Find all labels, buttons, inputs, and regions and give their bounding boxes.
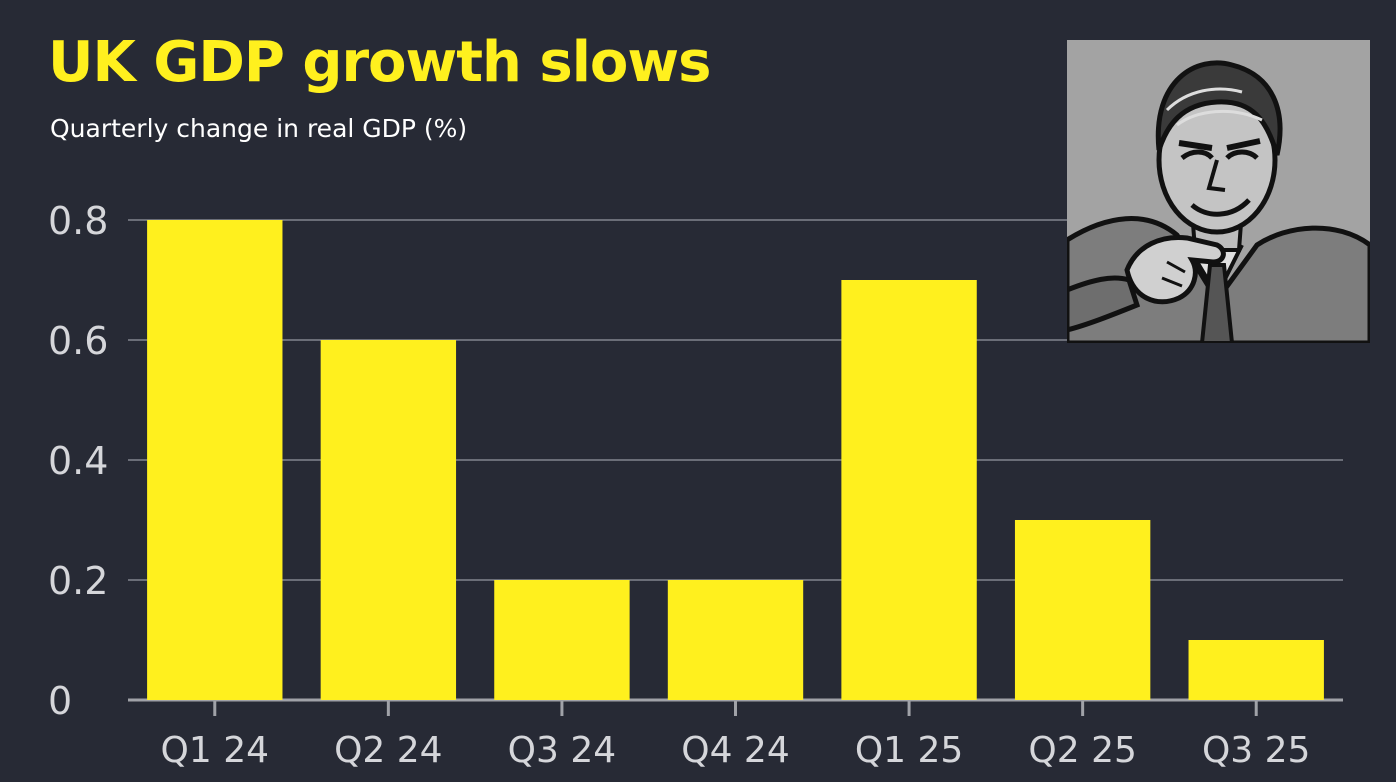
bar xyxy=(494,580,630,700)
bar xyxy=(1014,520,1151,700)
y-tick-label: 0.4 xyxy=(48,439,108,483)
x-tick-label: Q1 24 xyxy=(161,730,270,771)
x-tick-label: Q3 25 xyxy=(1202,730,1311,771)
x-tick-label: Q1 25 xyxy=(855,730,964,771)
y-tick-label: 0 xyxy=(48,679,72,723)
x-tick-label: Q2 24 xyxy=(334,730,443,771)
x-tick-label: Q4 24 xyxy=(681,730,790,771)
bar xyxy=(147,220,283,700)
chart-subtitle: Quarterly change in real GDP (%) xyxy=(50,114,468,143)
y-tick-label: 0.8 xyxy=(48,199,108,243)
chart-title: UK GDP growth slows xyxy=(48,30,711,95)
bar xyxy=(320,340,457,700)
bar xyxy=(1188,640,1324,700)
y-tick-label: 0.6 xyxy=(48,319,108,363)
y-tick-label: 0.2 xyxy=(48,559,108,603)
x-tick-label: Q2 25 xyxy=(1028,730,1137,771)
bar xyxy=(667,580,804,700)
x-tick-label: Q3 24 xyxy=(508,730,617,771)
man-pointing-portrait-icon xyxy=(1067,40,1370,343)
bar xyxy=(841,280,977,700)
